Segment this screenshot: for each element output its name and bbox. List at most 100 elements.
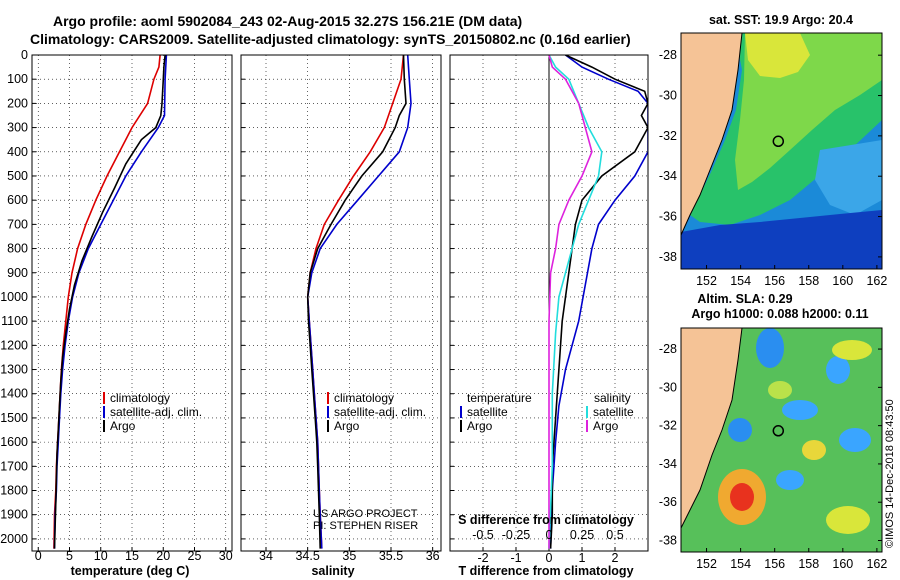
sla-longitude-ticks: 152 154 156 158 160 162 — [696, 548, 887, 571]
latitude-label: -36 — [659, 495, 677, 509]
t-difference-tick-labels: -2 -1 0 1 2 — [477, 551, 618, 565]
temperature-legend: climatology satellite-adj. clim. Argo — [103, 391, 202, 433]
legend-climatology: climatology — [334, 391, 394, 405]
difference-panel: -2 -1 0 1 2 -0.5 -0.25 0 0.25 0.5 S difference f… — [449, 54, 649, 578]
depth-tick-label: 0 — [21, 48, 28, 62]
depth-tick-label: 1000 — [0, 290, 28, 304]
depth-tick-label: 100 — [7, 72, 28, 86]
salinity-panel: 34 34.5 35 35.5 36 salinity climatology sate… — [240, 54, 442, 578]
temperature-series — [53, 55, 168, 549]
longitude-label: 154 — [730, 274, 751, 288]
depth-tick-label: 500 — [7, 169, 28, 183]
sla-low-c — [826, 356, 850, 384]
sla-map-image — [681, 328, 882, 552]
salinity-grid — [241, 54, 441, 551]
longitude-label: 152 — [696, 557, 717, 571]
x-tick-label: 20 — [156, 549, 170, 563]
legend-marker-s-satellite — [586, 406, 588, 418]
depth-tick-label: 1400 — [0, 387, 28, 401]
x-tick-label: 35 — [342, 549, 356, 563]
longitude-label: 162 — [866, 274, 887, 288]
latitude-label: -38 — [659, 534, 677, 548]
temperature-axis-label: temperature (deg C) — [71, 564, 190, 578]
x2-tick-label: 0 — [546, 528, 553, 542]
depth-tick-label: 1600 — [0, 435, 28, 449]
sst-map-frame — [680, 32, 883, 270]
x-tick-label: 5 — [66, 549, 73, 563]
pi-credit: PI: STEPHEN RISER — [313, 520, 418, 532]
sla-high-b — [802, 440, 826, 460]
series-line-s-satellite — [548, 55, 603, 549]
x-tick-label: 34.5 — [295, 549, 319, 563]
temperature-frame — [31, 54, 233, 552]
x2-tick-label: -0.5 — [472, 528, 494, 542]
depth-tick-label: 1500 — [0, 411, 28, 425]
series-line-argo — [53, 55, 166, 549]
difference-frame — [449, 54, 649, 552]
sla-map: Altim. SLA: 0.29 Argo h1000: 0.088 h2000… — [659, 292, 887, 571]
sla-low-d — [728, 418, 752, 442]
longitude-label: 160 — [832, 274, 853, 288]
sla-map-title: Altim. SLA: 0.29 — [697, 292, 792, 306]
s-difference-legend: salinity satellite Argo — [586, 391, 634, 433]
t-difference-legend: temperature satellite Argo — [460, 391, 532, 433]
sst-land — [681, 33, 742, 235]
x-tick-label: -2 — [477, 551, 488, 565]
x-tick-label: 2 — [612, 551, 619, 565]
longitude-label: 162 — [866, 557, 887, 571]
latitude-label: -34 — [659, 457, 677, 471]
depth-tick-label: 2000 — [0, 532, 28, 546]
depth-tick-label: 900 — [7, 266, 28, 280]
longitude-label: 154 — [730, 557, 751, 571]
legend-argo: Argo — [334, 419, 360, 433]
sla-low-f — [776, 470, 804, 490]
latitude-label: -30 — [659, 380, 677, 394]
depth-tick-label: 300 — [7, 121, 28, 135]
depth-tick-label: 400 — [7, 145, 28, 159]
difference-series — [548, 55, 648, 549]
legend-temperature-heading: temperature — [467, 391, 532, 405]
salinity-axis-label: salinity — [311, 564, 354, 578]
x-tick-label: 25 — [188, 549, 202, 563]
sla-argo-location-marker — [772, 425, 785, 437]
sst-map: sat. SST: 19.9 Argo: 20.4 152 154 156 158 16… — [659, 13, 887, 288]
latitude-label: -38 — [659, 250, 677, 264]
sst-map-title: sat. SST: 19.9 Argo: 20.4 — [709, 13, 853, 27]
salinity-tick-labels: 34 34.5 35 35.5 36 — [259, 549, 440, 563]
latitude-label: -32 — [659, 419, 677, 433]
x-tick-label: 35.5 — [379, 549, 403, 563]
legend-marker-t-argo — [460, 420, 462, 432]
legend-marker-satellite — [327, 406, 329, 418]
depth-tick-label: 200 — [7, 96, 28, 110]
legend-marker-climatology — [327, 392, 329, 404]
series-line-satellite-adj-clim- — [306, 55, 412, 549]
project-credit: US ARGO PROJECT — [313, 508, 418, 520]
sla-low-e — [839, 428, 871, 452]
legend-s-argo: Argo — [593, 419, 619, 433]
salinity-series — [306, 55, 412, 549]
x2-tick-label: 0.25 — [570, 528, 594, 542]
longitude-label: 158 — [798, 557, 819, 571]
x-tick-label: 10 — [94, 549, 108, 563]
t-difference-axis-label: T difference from climatology — [458, 564, 633, 578]
latitude-label: -28 — [659, 48, 677, 62]
sst-argo-location-marker — [772, 135, 785, 148]
legend-marker-s-argo — [586, 420, 588, 432]
title-line-1: Argo profile: aoml 5902084_243 02-Aug-20… — [53, 13, 522, 29]
series-line-argo — [306, 55, 407, 549]
s-difference-axis-label: S difference from climatology — [458, 513, 634, 527]
x-tick-label: 1 — [579, 551, 586, 565]
depth-tick-label: 1800 — [0, 484, 28, 498]
x-tick-label: 36 — [426, 549, 440, 563]
x-tick-label: 0 — [35, 549, 42, 563]
latitude-label: -36 — [659, 210, 677, 224]
legend-marker-climatology — [103, 392, 105, 404]
longitude-label: 158 — [798, 274, 819, 288]
sla-map-frame — [680, 327, 883, 553]
legend-satellite: satellite-adj. clim. — [110, 405, 202, 419]
x-tick-label: 30 — [219, 549, 233, 563]
temperature-tick-labels: 0 5 10 15 20 25 30 — [35, 549, 233, 563]
sla-coastline — [681, 328, 743, 529]
legend-t-satellite: satellite — [467, 405, 508, 419]
